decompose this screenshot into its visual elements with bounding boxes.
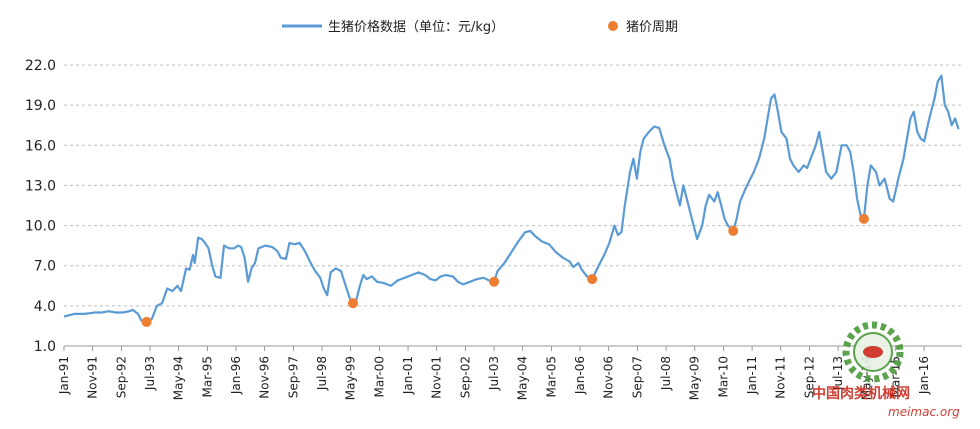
x-tick-label: Jan-16 <box>917 356 931 395</box>
x-tick-label: Mar-10 <box>717 356 731 397</box>
x-tick-label: Nov-91 <box>86 356 100 399</box>
x-tick-label: Sep-97 <box>286 356 300 398</box>
cycle-point <box>728 225 739 236</box>
watermark: 中国肉类机械网 meimac.org <box>812 321 960 419</box>
legend-dot-swatch <box>608 21 618 31</box>
x-tick-label: Sep-12 <box>803 356 817 398</box>
x-tick-label: May-94 <box>172 356 186 400</box>
y-tick-label: 10.0 <box>25 219 56 235</box>
cycle-point <box>858 213 869 224</box>
x-tick-label: Jul-13 <box>831 356 845 391</box>
x-tick-label: Jul-03 <box>487 356 501 391</box>
x-tick-label: Sep-92 <box>114 356 128 398</box>
cycle-point <box>489 276 500 287</box>
y-tick-label: 4.0 <box>34 299 56 315</box>
gear-logo-icon <box>842 321 904 383</box>
x-tick-label: Jan-06 <box>573 356 587 395</box>
cycle-point <box>348 298 359 309</box>
watermark-url: meimac.org <box>888 405 960 419</box>
gridlines <box>64 64 962 307</box>
x-tick-label: Jan-96 <box>229 356 243 395</box>
x-tick-label: Jul-08 <box>659 356 673 391</box>
x-axis-ticks: Jan-91 Nov-91 Sep-92 Jul-93 May-94 Mar-95 Jan-… <box>57 346 931 400</box>
x-tick-label: Jan-11 <box>745 356 759 395</box>
price-line-series <box>63 74 960 323</box>
x-tick-label: Nov-96 <box>258 356 272 399</box>
y-axis-ticks: 22.0 19.0 16.0 13.0 10.0 7.0 4.0 1.0 <box>25 58 56 355</box>
x-tick-label: Nov-06 <box>602 356 616 399</box>
y-tick-label: 1.0 <box>34 339 56 355</box>
legend-dot-label: 猪价周期 <box>626 20 678 35</box>
x-tick-label: May-99 <box>344 356 358 400</box>
x-tick-label: Jan-91 <box>57 356 71 395</box>
x-tick-label: Jul-98 <box>315 356 329 391</box>
x-tick-label: May-09 <box>688 356 702 400</box>
cycle-point <box>587 274 598 285</box>
x-tick-label: Sep-07 <box>631 356 645 398</box>
x-tick-label: May-04 <box>516 356 530 400</box>
price-line <box>63 74 960 323</box>
x-tick-label: Nov-11 <box>774 356 788 399</box>
y-tick-label: 13.0 <box>25 178 56 194</box>
y-tick-label: 7.0 <box>34 259 56 275</box>
y-tick-label: 16.0 <box>25 138 56 154</box>
x-tick-label: Sep-02 <box>459 356 473 398</box>
x-tick-label: Mar-05 <box>545 356 559 397</box>
y-tick-label: 19.0 <box>25 98 56 114</box>
x-tick-label: Mar-00 <box>373 356 387 397</box>
legend-line-label: 生猪价格数据（单位：元/kg） <box>328 19 504 35</box>
y-tick-label: 22.0 <box>25 58 56 74</box>
watermark-text: 中国肉类机械网 <box>812 385 910 402</box>
x-tick-label: Jan-01 <box>401 356 415 395</box>
x-tick-label: Nov-01 <box>430 356 444 399</box>
x-tick-label: Jul-93 <box>143 356 157 391</box>
cycle-point <box>141 316 152 327</box>
x-tick-label: Mar-95 <box>200 356 214 397</box>
cycle-points-series <box>141 213 869 327</box>
legend: 生猪价格数据（单位：元/kg） 猪价周期 <box>282 19 678 35</box>
